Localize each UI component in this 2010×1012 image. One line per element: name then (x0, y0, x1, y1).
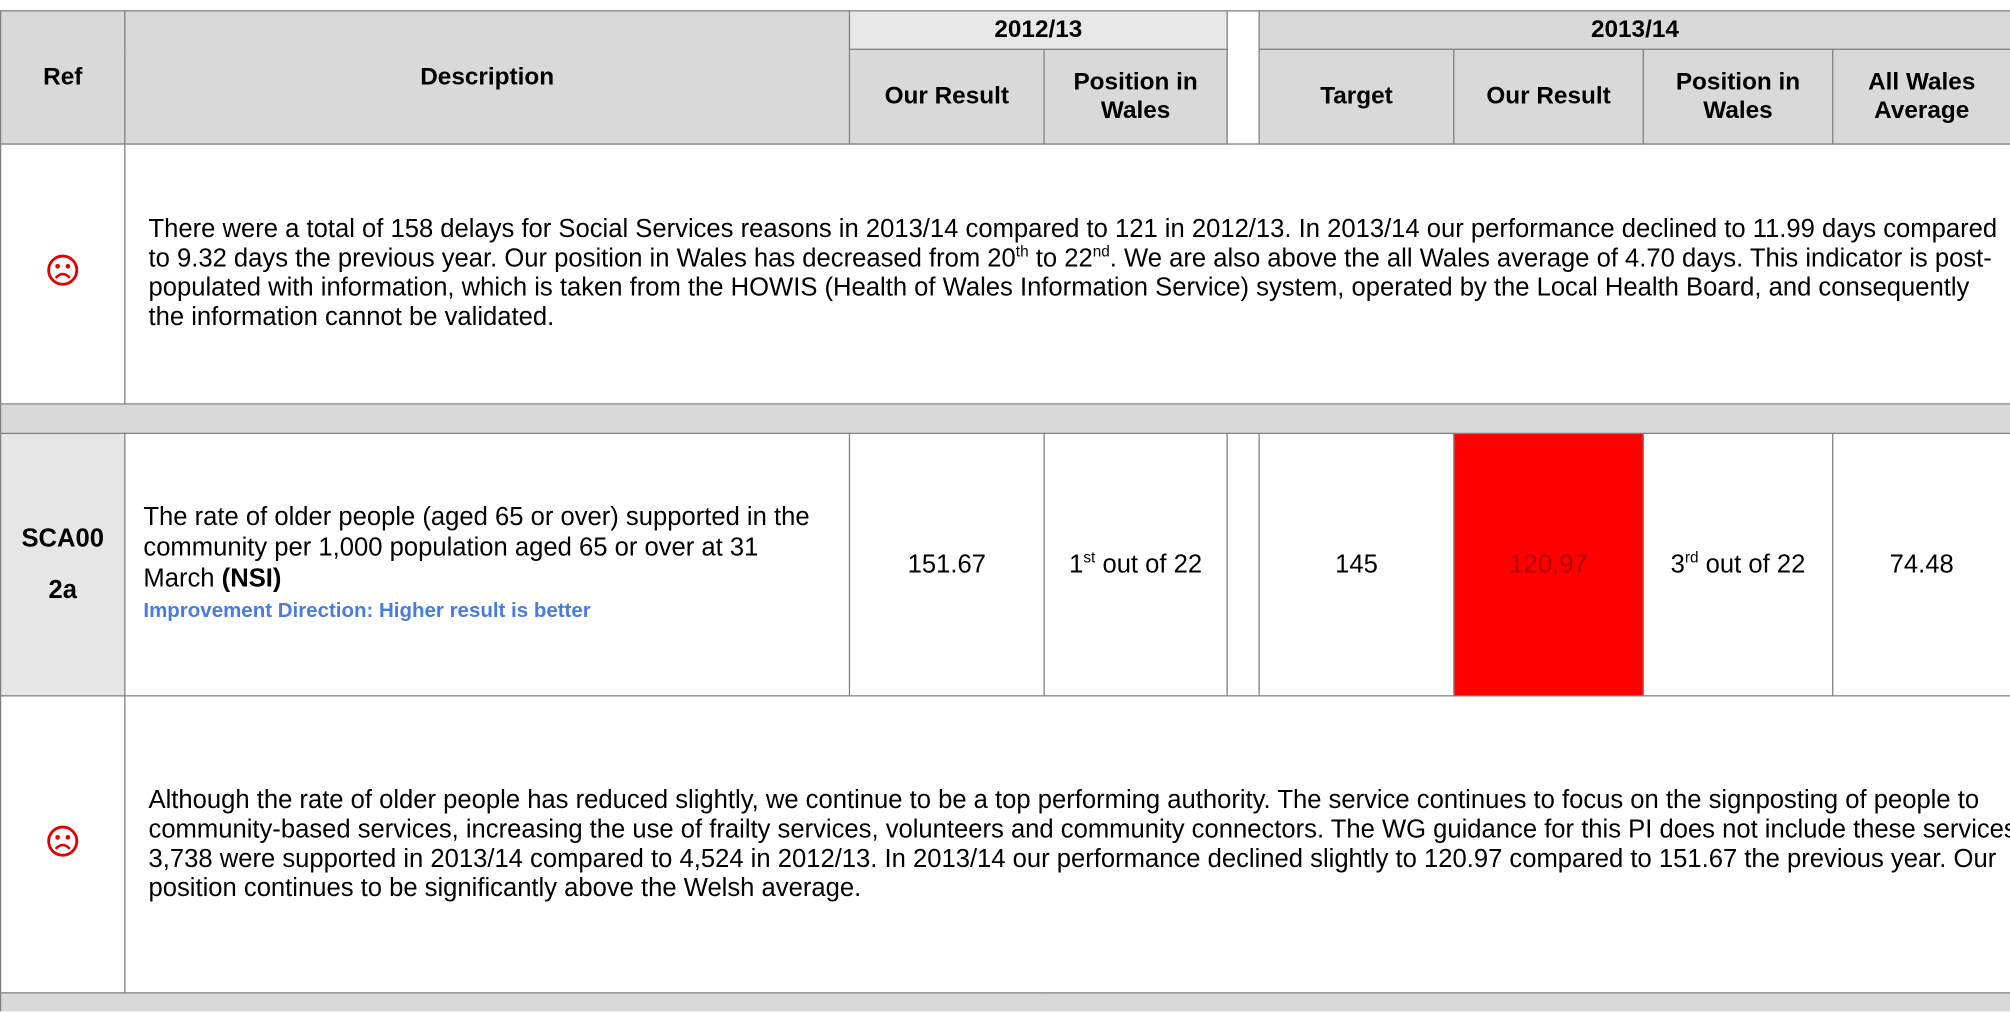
comment-cell: There were a total of 158 delays for Soc… (124, 143, 2010, 405)
comment-text: Although the rate of older people has re… (148, 785, 2010, 902)
result-cell: 120.97 (1453, 432, 1644, 697)
header-row: Our Result Position in Wales Target Our … (1, 48, 2010, 145)
header-description: Description (124, 10, 851, 145)
superscript: th (1015, 242, 1029, 261)
separator-row (0, 403, 2010, 435)
header-year: 2012/13 (848, 10, 1228, 50)
header-ref: Ref (0, 10, 126, 145)
text: There were a total of 158 delays for Soc… (148, 215, 1998, 273)
header-cell: Position in Wales (1043, 48, 1228, 145)
comment-cell: Although the rate of older people has re… (124, 695, 2010, 994)
indicator-table: Ref Description 2012/13 2013/14 Our Resu… (0, 10, 2010, 1012)
header-cell: Position in Wales (1642, 48, 1834, 145)
text: out of 22 (1698, 549, 1806, 579)
text: to 22 (1028, 244, 1093, 273)
text: out of 22 (1095, 549, 1203, 579)
header-cell: Our Result (1453, 48, 1644, 145)
header-row: Ref Description 2012/13 2013/14 (0, 10, 2010, 145)
gap (1226, 10, 1260, 145)
status-cell (0, 695, 126, 994)
nsi: (NSI) (221, 564, 282, 593)
header-cell: Target (1258, 48, 1455, 145)
header-cell: Our Result (848, 48, 1045, 145)
text: 3 (1670, 549, 1685, 579)
header-cell: All Wales Average (1832, 48, 2010, 145)
header-year: 2013/14 (1258, 10, 2010, 50)
description-cell: The rate of older people (aged 65 or ove… (124, 432, 851, 697)
improvement-direction: Improvement Direction: Higher result is … (143, 600, 591, 623)
ref-cell: SCA002a (0, 432, 126, 697)
average-cell: 74.48 (1832, 432, 2010, 697)
status-cell (0, 143, 126, 405)
sad-face-icon (47, 254, 79, 286)
sad-face-icon (47, 825, 79, 857)
separator (0, 403, 2010, 435)
comment-text: There were a total of 158 delays for Soc… (149, 215, 2005, 333)
description: The rate of older people (aged 65 or ove… (143, 503, 810, 593)
comment-row: There were a total of 158 delays for Soc… (0, 143, 2010, 405)
superscript: nd (1092, 242, 1110, 261)
superscript: st (1083, 547, 1096, 566)
position-cell: 1st out of 22 (1043, 432, 1228, 697)
gap (1226, 432, 1260, 697)
superscript: rd (1684, 547, 1699, 566)
text: 1 (1069, 549, 1084, 579)
separator (0, 992, 2010, 1012)
target-cell: 145 (1258, 432, 1455, 697)
comment-row: Although the rate of older people has re… (0, 695, 2010, 994)
position-cell: 3rd out of 22 (1642, 432, 1834, 697)
result-cell: 151.67 (848, 432, 1045, 697)
data-row: SCA002a The rate of older people (aged 6… (0, 432, 2010, 697)
separator-row (0, 992, 2010, 1012)
text: . We are also above the all Wales averag… (148, 244, 1992, 332)
